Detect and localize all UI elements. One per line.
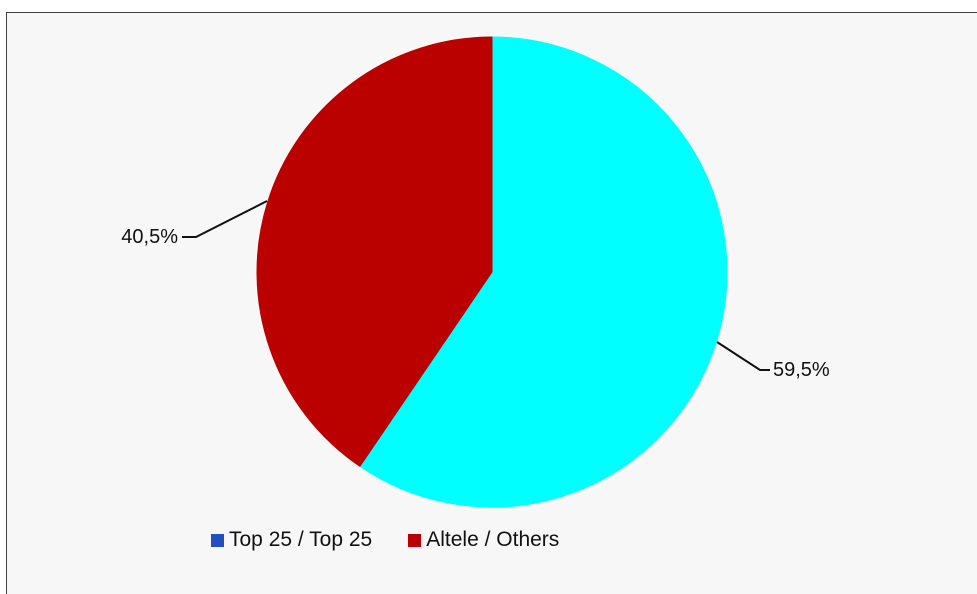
legend: Top 25 / Top 25 Altele / Others — [211, 526, 595, 554]
legend-label-top25: Top 25 / Top 25 — [229, 528, 373, 551]
pie-slice-others — [256, 36, 493, 468]
leader-line-top25 — [716, 341, 770, 371]
legend-label-others: Altele / Others — [426, 528, 560, 551]
legend-item-top25: Top 25 / Top 25 — [211, 528, 372, 552]
legend-swatch-top25 — [211, 533, 224, 547]
data-label-others: 40,5% — [121, 226, 178, 248]
legend-swatch-others — [408, 533, 422, 547]
legend-item-others: Altele / Others — [408, 528, 559, 552]
pie-slice-top25 — [359, 36, 728, 508]
leader-line-others — [182, 200, 268, 238]
data-label-top25: 59,5% — [773, 359, 830, 381]
